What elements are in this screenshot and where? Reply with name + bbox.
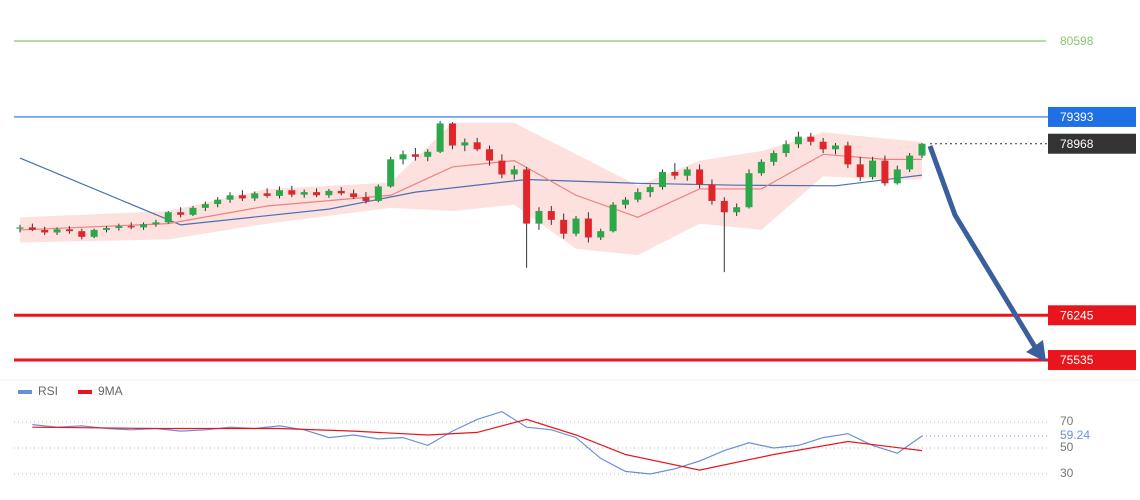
- candle-body: [881, 160, 889, 184]
- candle-body: [906, 155, 914, 170]
- candle-body: [411, 154, 419, 157]
- candle-body: [720, 200, 728, 213]
- candle-body: [436, 123, 444, 152]
- candle-body: [53, 229, 61, 233]
- candle-body: [288, 190, 296, 195]
- candle-body: [671, 171, 679, 176]
- candle-body: [461, 142, 469, 146]
- candle-body: [238, 195, 246, 199]
- candle-body: [584, 218, 592, 238]
- candle-body: [337, 190, 345, 194]
- candle-body: [424, 151, 432, 157]
- candle-body: [448, 123, 456, 146]
- price-label-box: [1048, 133, 1136, 154]
- bollinger-band: [20, 122, 922, 256]
- candle-body: [214, 199, 222, 205]
- candle-body: [374, 186, 382, 201]
- candle-body: [263, 193, 271, 196]
- legend-label: RSI: [38, 384, 58, 398]
- candle-body: [782, 144, 790, 154]
- rsi-value-label: 59.24: [1060, 428, 1090, 442]
- candle-body: [473, 142, 481, 150]
- price-label-box: [1048, 350, 1136, 371]
- candle-body: [659, 171, 667, 188]
- candle-body: [770, 153, 778, 162]
- candle-body: [844, 145, 852, 165]
- price-label: 79393: [1060, 110, 1094, 124]
- rsi-line: [32, 418, 923, 471]
- price-label: 75535: [1060, 353, 1094, 367]
- moving-average: [19, 153, 922, 231]
- legend-swatch: [18, 390, 32, 394]
- candle-body: [696, 169, 704, 185]
- candle-body: [646, 187, 654, 193]
- price-label-box: [1048, 305, 1136, 326]
- y-tick-label: 70: [1060, 414, 1074, 428]
- candle-body: [819, 141, 827, 150]
- candle-body: [832, 145, 840, 150]
- candle-body: [102, 228, 110, 230]
- candle-body: [115, 226, 123, 229]
- candle-body: [127, 226, 135, 228]
- candle-body: [560, 219, 568, 234]
- candle-body: [535, 211, 543, 224]
- candle-body: [387, 159, 395, 187]
- price-label-box: [1048, 106, 1136, 127]
- candle-body: [794, 136, 802, 145]
- candle-body: [78, 231, 86, 237]
- candle-body: [745, 173, 753, 208]
- candle-body: [856, 164, 864, 177]
- candle-body: [177, 212, 185, 215]
- candle-body: [757, 161, 765, 174]
- candle-body: [399, 154, 407, 160]
- legend-label: 9MA: [98, 384, 123, 398]
- legend-swatch: [78, 390, 92, 394]
- candle-body: [275, 190, 283, 196]
- candle-body: [621, 199, 629, 205]
- candle-body: [251, 193, 259, 199]
- candle-body: [683, 169, 691, 176]
- candle-body: [733, 207, 741, 213]
- candle-body: [90, 229, 98, 237]
- candle-body: [510, 169, 518, 175]
- candle-body: [498, 160, 506, 175]
- candle-body: [486, 149, 494, 161]
- candle-body: [807, 136, 815, 142]
- candle-body: [189, 207, 197, 215]
- candle-body: [350, 193, 358, 198]
- candle-body: [140, 224, 148, 228]
- candle-body: [164, 212, 172, 223]
- rsi-line: [32, 410, 923, 475]
- candle-body: [918, 143, 926, 156]
- candle-body: [893, 169, 901, 184]
- candle-body: [572, 218, 580, 234]
- candle-body: [16, 227, 24, 229]
- y-tick-label: 50: [1060, 440, 1074, 454]
- candle-body: [523, 169, 531, 224]
- candle-body: [300, 192, 308, 195]
- y-tick-label: 30: [1060, 466, 1074, 480]
- candle-body: [313, 192, 321, 196]
- candle-body: [65, 229, 73, 232]
- candle-body: [41, 229, 49, 233]
- candle-body: [547, 211, 555, 220]
- candle-body: [325, 190, 333, 196]
- price-label: 80598: [1060, 34, 1094, 48]
- candle-body: [362, 197, 370, 201]
- candle-body: [708, 184, 716, 201]
- candle-body: [597, 231, 605, 238]
- candle-body: [226, 195, 234, 200]
- candle-body: [634, 192, 642, 200]
- price-label: 78968: [1060, 137, 1094, 151]
- price-label: 76245: [1060, 308, 1094, 322]
- candle-body: [609, 204, 617, 232]
- candle-body: [869, 160, 877, 177]
- candle-body: [201, 204, 209, 208]
- forecast-arrow: [927, 145, 1046, 362]
- candle-body: [152, 222, 160, 225]
- candle-body: [28, 227, 36, 230]
